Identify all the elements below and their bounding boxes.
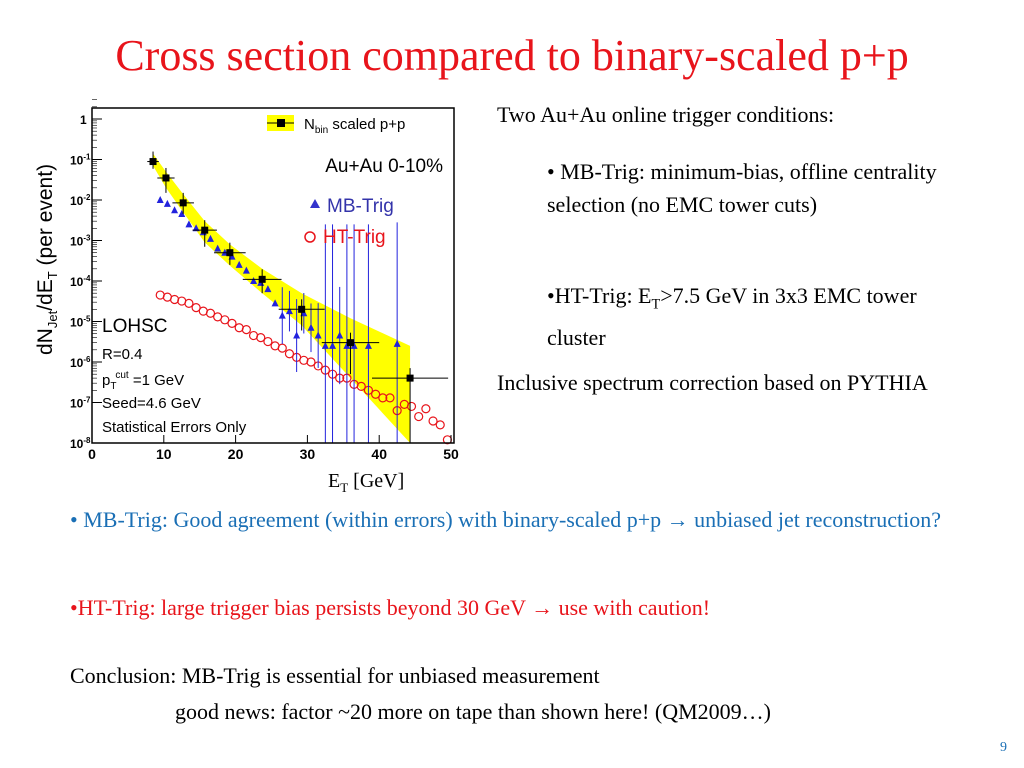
mb-trig-point	[185, 220, 193, 228]
x-tick-label: 40	[371, 446, 387, 462]
page-number: 9	[1000, 740, 1007, 755]
legend-ht-label: HT-Trig	[323, 227, 386, 248]
inclusive-correction-note: Inclusive spectrum correction based on P…	[497, 370, 928, 395]
conclusion-text: Conclusion: MB-Trig is essential for unb…	[70, 663, 600, 688]
mb-trig-point	[329, 341, 337, 349]
y-axis-label: dNJet/dET (per event)	[34, 164, 60, 355]
mb-trig-point	[250, 277, 258, 284]
ht-trig-point	[191, 303, 201, 313]
annotation-ptcut: pTcut =1 GeV	[102, 370, 184, 392]
mb-trig-point	[271, 299, 279, 307]
ht-trig-point	[284, 349, 295, 359]
y-tick-label: 10-2	[70, 193, 91, 208]
pp-band	[153, 153, 411, 443]
pp-uncertainty-band	[153, 153, 411, 443]
mb-trig-description: • MB-Trig: minimum-bias, offline central…	[547, 159, 937, 217]
y-tick-label: 10-1	[70, 153, 91, 168]
ht-trig-point	[385, 393, 395, 403]
pp-point	[298, 305, 306, 313]
mb-trig-point	[350, 341, 358, 349]
pp-point	[201, 226, 209, 234]
ht-trig-point	[356, 381, 366, 391]
y-tick-label: 10-8	[70, 436, 91, 451]
ht-trig-point	[371, 389, 381, 399]
pp-point	[149, 158, 157, 166]
legend-ht-marker	[304, 231, 316, 243]
legend-mb-label: MB-Trig	[327, 196, 394, 217]
y-tick-label: 10-3	[70, 234, 91, 249]
ht-trig-point	[428, 416, 438, 426]
y-tick-label: 10-5	[70, 315, 91, 330]
ht-trig-point	[205, 308, 216, 318]
x-tick-label: 10	[156, 446, 172, 462]
mb-trig-point	[156, 196, 164, 203]
pp-point	[406, 374, 414, 382]
ht-trig-point	[263, 336, 273, 347]
ht-trig-point	[435, 420, 445, 430]
y-tick-label: 10-4	[70, 274, 91, 289]
ht-trig-point	[378, 393, 388, 403]
mb-trig-point	[364, 341, 372, 349]
pp-point	[162, 174, 170, 182]
ht-trig-point	[256, 333, 266, 343]
mb-trig-point	[343, 341, 351, 349]
x-tick-label: 30	[300, 446, 316, 462]
mb-trig-point	[393, 339, 401, 347]
ht-trig-point	[306, 357, 316, 367]
mb-trig-point	[307, 323, 315, 331]
ht-trig-point	[277, 343, 287, 353]
annotation-radius: R=0.4	[102, 346, 142, 363]
annotation-errors: Statistical Errors Only	[102, 419, 247, 436]
annotation-seed: Seed=4.6 GeV	[102, 395, 201, 412]
mb-trig-point	[336, 331, 344, 339]
axis-ticks: 0 10 20 30 40 50 1 10-1 10-2 10-3 10-4 10-5 10-6 10-7…	[70, 99, 459, 462]
x-tick-label: 20	[228, 446, 244, 462]
mb-trig-point	[314, 331, 322, 339]
mb-trig-point	[242, 266, 250, 274]
ht-trig-point	[406, 401, 417, 412]
ht-trig-description: •HT-Trig: ET>7.5 GeV in 3x3 EMC tower cl…	[547, 283, 917, 351]
good-news-text: good news: factor ~20 more on tape than …	[175, 699, 771, 724]
cross-section-plot: 0 10 20 30 40 50 1 10-1 10-2 10-3 10-4 10-5 10-6 10-7…	[34, 99, 459, 495]
legend-system: Au+Au 0-10%	[325, 156, 443, 177]
y-tick-label: 10-6	[70, 355, 91, 370]
x-axis-label: ET [GeV]	[328, 470, 404, 495]
legend-pp-label: Nbin scaled p+p	[304, 116, 405, 136]
bullet-ht-trig: •HT-Trig: large trigger bias persists be…	[70, 595, 711, 620]
ht-trig-point	[421, 404, 431, 414]
mb-trig-point	[214, 244, 222, 252]
mb-trig-point	[321, 341, 329, 349]
mb-trig-point	[235, 260, 243, 268]
mb-trig-point	[163, 199, 171, 207]
pp-point	[346, 339, 354, 347]
x-tick-label: 50	[443, 446, 459, 462]
y-tick-label: 1	[80, 113, 87, 127]
mb-trig-point	[285, 307, 293, 315]
data-points	[147, 151, 453, 445]
pp-point	[179, 199, 187, 207]
annotation-algorithm: LOHSC	[102, 316, 167, 337]
mb-trig-point	[171, 206, 179, 214]
mb-trig-point	[293, 331, 301, 339]
pp-point	[258, 275, 266, 283]
trigger-heading: Two Au+Au online trigger conditions:	[497, 102, 835, 127]
legend-mb-marker	[310, 199, 320, 208]
y-tick-label: 10-7	[70, 396, 91, 411]
ht-trig-point	[241, 325, 251, 335]
mb-trig-point	[206, 234, 214, 242]
mb-trig-point	[178, 210, 186, 218]
bullet-mb-trig: • MB-Trig: Good agreement (within errors…	[70, 507, 941, 532]
mb-trig-point	[192, 224, 200, 232]
ht-trig-point	[414, 411, 424, 422]
pp-point	[226, 249, 234, 257]
x-tick-label: 0	[88, 446, 96, 462]
ht-trig-point	[184, 298, 194, 308]
mb-trig-point	[264, 285, 272, 293]
ht-trig-point	[227, 318, 237, 328]
plot-frame	[91, 107, 455, 444]
ht-trig-point	[220, 315, 230, 325]
mb-trig-point	[278, 311, 286, 319]
slide-title: Cross section compared to binary-scaled …	[115, 31, 909, 80]
